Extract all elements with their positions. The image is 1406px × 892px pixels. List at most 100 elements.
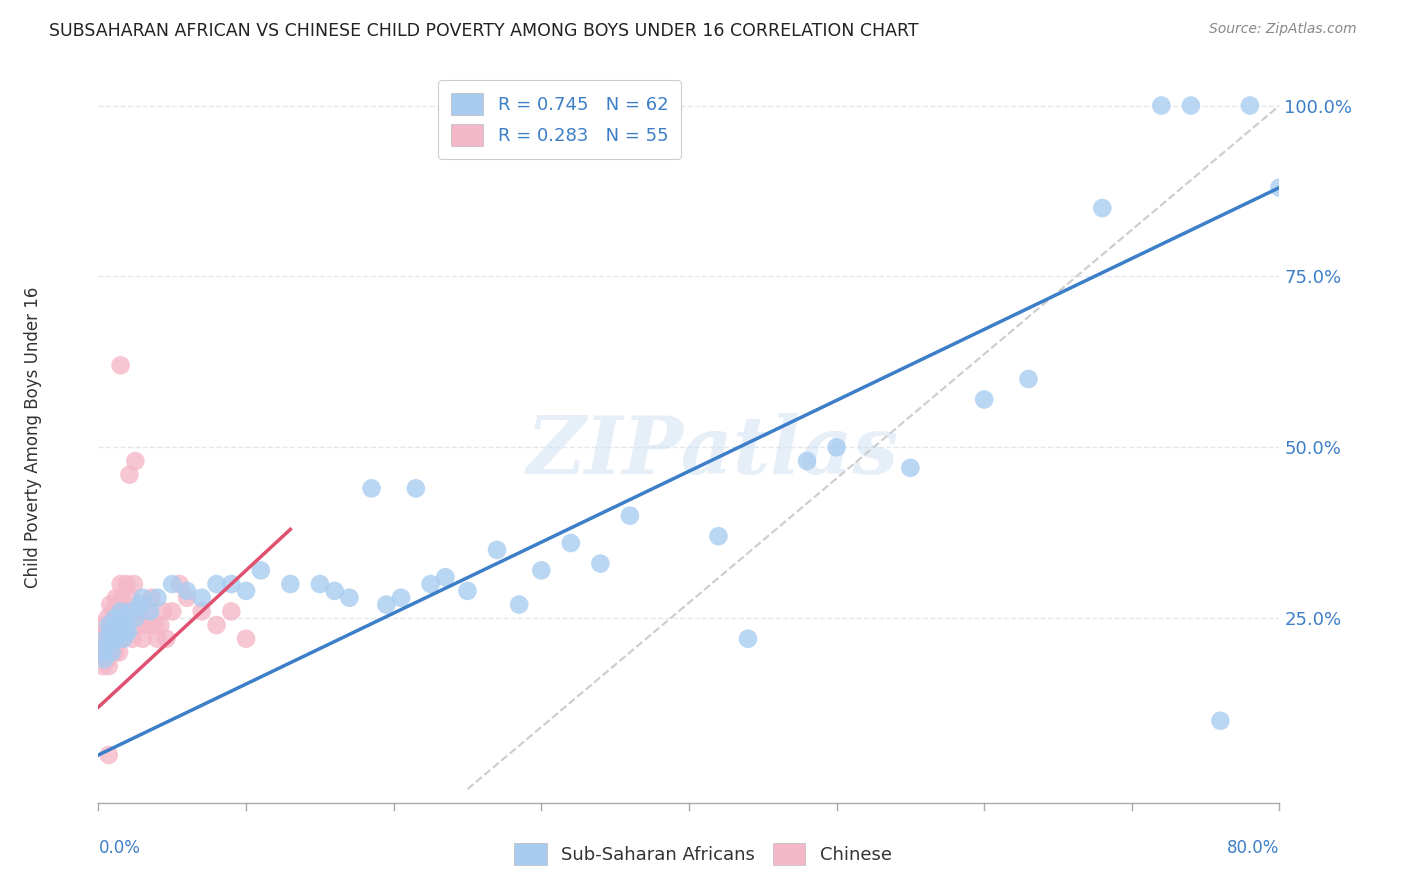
Point <box>221 604 243 618</box>
Point <box>120 604 142 618</box>
Point <box>110 604 132 618</box>
Point <box>103 632 125 646</box>
Point <box>94 645 117 659</box>
Point <box>96 639 118 653</box>
Point <box>530 563 553 577</box>
Point <box>114 624 136 639</box>
Point <box>457 583 479 598</box>
Legend: R = 0.745   N = 62, R = 0.283   N = 55: R = 0.745 N = 62, R = 0.283 N = 55 <box>439 80 681 159</box>
Point <box>128 604 150 618</box>
Point <box>143 618 166 632</box>
Point <box>91 659 114 673</box>
Point <box>221 577 243 591</box>
Point <box>176 583 198 598</box>
Point <box>1018 372 1040 386</box>
Text: 80.0%: 80.0% <box>1227 839 1279 857</box>
Point <box>91 645 114 659</box>
Point <box>94 624 117 639</box>
Point <box>132 632 155 646</box>
Point <box>250 563 273 577</box>
Point <box>205 618 228 632</box>
Point <box>98 624 121 639</box>
Point <box>108 645 131 659</box>
Point <box>120 591 142 605</box>
Point <box>146 591 169 605</box>
Point <box>135 618 157 632</box>
Point <box>105 591 128 605</box>
Point <box>141 591 163 605</box>
Text: 0.0%: 0.0% <box>98 839 141 857</box>
Point <box>110 632 132 646</box>
Point <box>93 652 115 666</box>
Point <box>235 632 257 646</box>
Point <box>107 618 129 632</box>
Text: ZIPatlas: ZIPatlas <box>526 413 898 491</box>
Point <box>112 632 135 646</box>
Point <box>91 632 114 646</box>
Point <box>1150 98 1173 112</box>
Point <box>138 604 160 618</box>
Point <box>486 542 509 557</box>
Point <box>111 591 134 605</box>
Point <box>339 591 361 605</box>
Point <box>508 598 530 612</box>
Text: SUBSAHARAN AFRICAN VS CHINESE CHILD POVERTY AMONG BOYS UNDER 16 CORRELATION CHAR: SUBSAHARAN AFRICAN VS CHINESE CHILD POVE… <box>49 22 920 40</box>
Point <box>111 611 134 625</box>
Point <box>127 618 149 632</box>
Point <box>825 440 848 454</box>
Point <box>103 632 125 646</box>
Point <box>107 632 129 646</box>
Point <box>900 460 922 475</box>
Point <box>117 618 139 632</box>
Point <box>97 747 120 762</box>
Point <box>162 604 183 618</box>
Point <box>100 624 122 639</box>
Point <box>115 618 138 632</box>
Point <box>110 359 132 373</box>
Point <box>98 598 121 612</box>
Point <box>155 632 177 646</box>
Point <box>118 467 141 482</box>
Point <box>323 583 346 598</box>
Point <box>108 618 131 632</box>
Point <box>139 604 162 618</box>
Point <box>124 454 146 468</box>
Point <box>1209 714 1232 728</box>
Point <box>560 536 582 550</box>
Point <box>191 604 214 618</box>
Point <box>121 632 143 646</box>
Point <box>737 632 759 646</box>
Point <box>96 611 118 625</box>
Point <box>149 618 172 632</box>
Point <box>94 632 117 646</box>
Point <box>707 529 730 543</box>
Point <box>146 632 169 646</box>
Text: Child Poverty Among Boys Under 16: Child Poverty Among Boys Under 16 <box>24 286 42 588</box>
Point <box>122 577 145 591</box>
Point <box>619 508 641 523</box>
Point <box>796 454 818 468</box>
Point <box>125 604 148 618</box>
Point <box>280 577 302 591</box>
Point <box>93 618 115 632</box>
Point <box>205 577 228 591</box>
Point <box>419 577 441 591</box>
Point <box>100 645 122 659</box>
Point <box>97 632 120 646</box>
Point <box>110 577 132 591</box>
Point <box>162 577 183 591</box>
Point <box>152 604 174 618</box>
Point <box>1268 180 1291 194</box>
Point <box>98 618 121 632</box>
Point <box>1180 98 1202 112</box>
Point <box>309 577 332 591</box>
Point <box>191 591 214 605</box>
Point <box>655 98 678 112</box>
Point <box>93 639 115 653</box>
Point <box>100 645 122 659</box>
Point <box>405 481 427 495</box>
Point <box>375 598 398 612</box>
Point <box>176 591 198 605</box>
Point <box>104 645 127 659</box>
Point <box>104 611 127 625</box>
